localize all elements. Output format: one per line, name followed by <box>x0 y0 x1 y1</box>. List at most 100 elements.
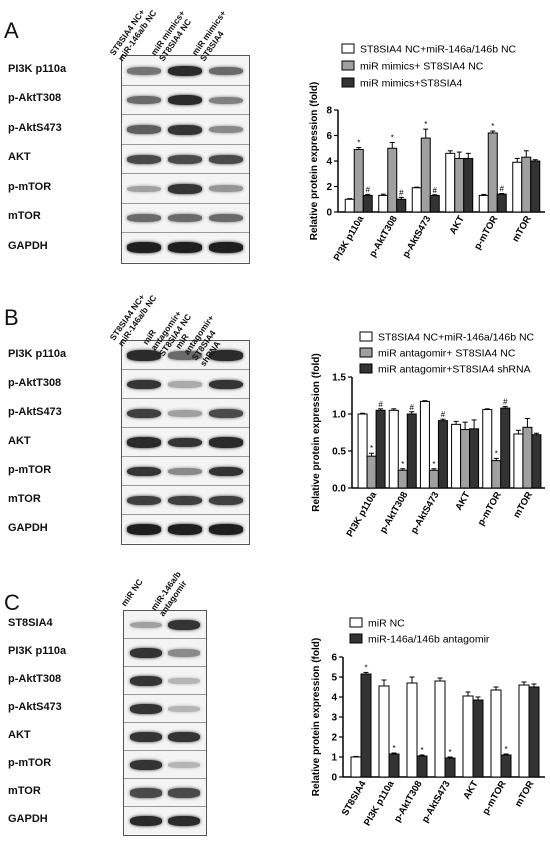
bar-chart-panel-c: miR NC miR-146a/146b antagomir 0 1 2 3 4 5 6 Rela… <box>311 617 545 828</box>
bar <box>429 194 440 213</box>
bar <box>344 198 355 213</box>
x-tick-label: PI3K p110a <box>345 489 380 539</box>
protein-band <box>209 66 243 75</box>
bar <box>469 428 480 489</box>
protein-band <box>127 524 161 535</box>
bar <box>375 409 386 489</box>
blot-column-header: miR NC <box>118 577 145 608</box>
blot-row-label: AKT <box>8 729 31 741</box>
significance-mark: * <box>424 120 427 129</box>
protein-band <box>168 154 202 164</box>
y-axis-label: Relative protein expression (fold) <box>309 82 320 240</box>
bar <box>437 420 448 489</box>
y-axis-label: Relative protein expression (fold) <box>311 353 322 511</box>
blot-row <box>122 370 249 399</box>
blot-row-label: AKT <box>8 434 31 447</box>
y-tick-label: 3 <box>331 713 337 724</box>
significance-mark: # <box>441 410 446 419</box>
protein-band <box>209 495 243 506</box>
bar <box>463 157 474 213</box>
significance-mark: * <box>491 122 494 131</box>
protein-band <box>209 214 243 223</box>
protein-band <box>168 381 202 388</box>
blot-row <box>124 611 206 639</box>
protein-band <box>130 704 162 714</box>
protein-band <box>168 351 202 360</box>
bar <box>460 429 471 489</box>
blot-row <box>122 56 249 86</box>
bar <box>350 756 362 778</box>
y-tick-label: 1 <box>331 753 337 764</box>
legend-label: miR-146a/146b antagomir <box>368 634 490 646</box>
significance-mark: * <box>370 444 373 453</box>
protein-band <box>209 96 243 104</box>
blot-row <box>124 639 206 667</box>
protein-band <box>209 466 243 477</box>
protein-band <box>168 732 200 742</box>
x-tick-label: p-AktS473 <box>409 490 442 536</box>
protein-band <box>209 242 243 254</box>
protein-band <box>168 437 202 448</box>
blot-row <box>124 779 206 807</box>
legend-label: ST8SIA4 NC+miR-146a/146b NC <box>378 332 535 344</box>
significance-mark: * <box>364 663 367 672</box>
bar <box>378 685 390 778</box>
x-tick-label: p-AktT308 <box>367 214 399 259</box>
legend-label: miR antagomir+ ST8SIA4 NC <box>378 348 516 360</box>
protein-band <box>168 214 202 223</box>
protein-band <box>168 649 200 657</box>
blot-row <box>124 695 206 723</box>
protein-band <box>209 379 243 390</box>
blot-row-label: GAPDH <box>8 239 48 252</box>
bar <box>462 695 474 778</box>
blot-row <box>124 723 206 751</box>
bar <box>528 686 540 778</box>
blot-column-header: ST8SIA4 NC+ miR-146a/b NC <box>107 7 159 64</box>
y-tick-label: 8 <box>326 106 332 117</box>
bar <box>397 469 408 489</box>
protein-band <box>127 154 161 164</box>
blot-row-label: p-mTOR <box>8 463 52 476</box>
bar <box>419 400 430 489</box>
significance-mark: * <box>401 460 404 469</box>
significance-mark: * <box>357 139 360 148</box>
legend-label: miR antagomir+ST8SIA4 shRNA <box>378 364 531 376</box>
blot-row-label: p-mTOR <box>8 757 52 769</box>
bar <box>454 157 465 213</box>
bar <box>491 460 502 489</box>
protein-band <box>130 648 162 658</box>
x-tick-label: p-mTOR <box>472 214 500 252</box>
blot-row <box>124 751 206 779</box>
bar <box>518 684 530 778</box>
bar <box>416 755 428 778</box>
y-tick-label: 1.0 <box>332 410 346 421</box>
blot-row-label: p-AktS473 <box>8 121 62 134</box>
blot-row-label: PI3K p110a <box>8 62 67 75</box>
y-tick-label: 0 <box>326 208 332 219</box>
panel-letter-b: B <box>4 305 19 330</box>
y-tick-label: 5 <box>331 673 337 684</box>
significance-mark: * <box>432 460 435 469</box>
protein-band <box>168 124 202 135</box>
x-tick-label: ST8SIA4 <box>340 778 369 817</box>
significance-mark: * <box>392 744 395 753</box>
blot-row <box>122 115 249 145</box>
blot-row <box>122 341 249 370</box>
protein-band <box>127 350 161 361</box>
bar <box>490 689 502 778</box>
protein-band <box>130 788 162 798</box>
blot-row-label: PI3K p110a <box>8 347 67 360</box>
bar <box>396 198 407 213</box>
protein-band <box>168 524 202 535</box>
protein-band <box>209 437 243 448</box>
legend-swatch <box>341 43 355 54</box>
blot-row <box>122 85 249 115</box>
protein-band <box>130 732 162 742</box>
bar <box>411 187 422 213</box>
bar <box>388 753 400 778</box>
legend-swatch <box>359 363 373 374</box>
protein-band <box>168 65 202 76</box>
protein-band <box>130 815 162 827</box>
protein-band <box>127 408 161 419</box>
significance-mark: # <box>378 400 383 409</box>
